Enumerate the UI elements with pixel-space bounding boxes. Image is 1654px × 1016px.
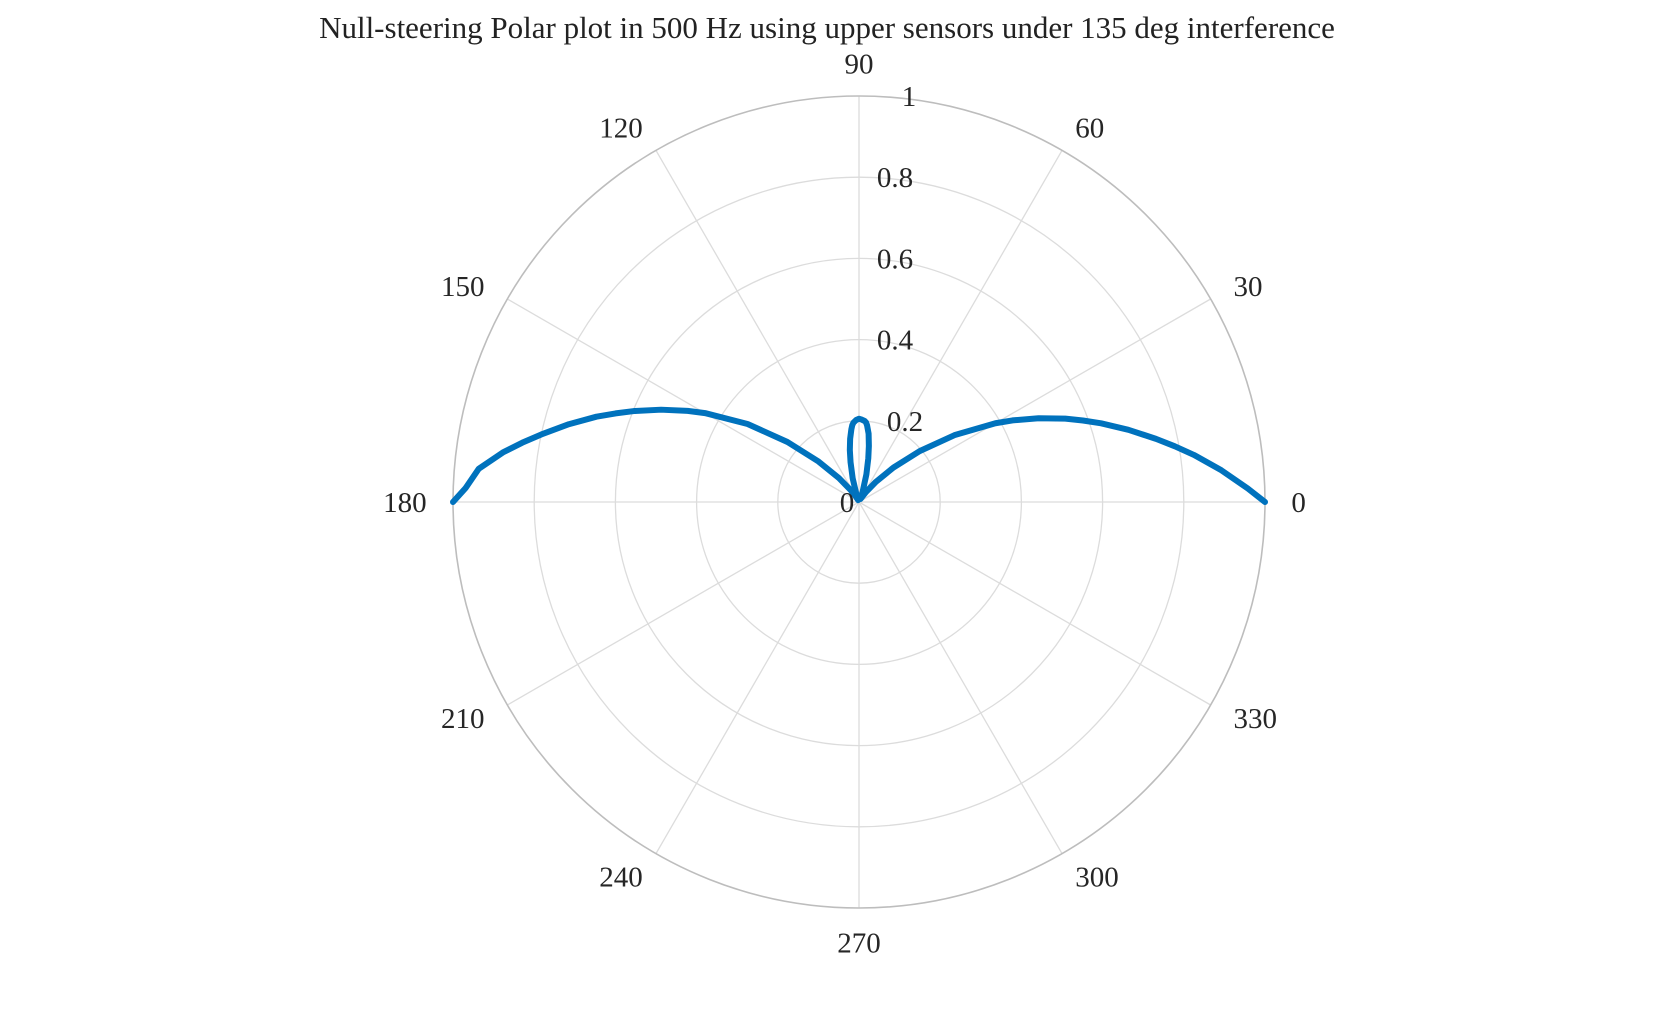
angle-label-240: 240 [599, 862, 643, 894]
series-line-0 [450, 406, 1268, 505]
angle-label-150: 150 [441, 271, 485, 303]
radius-label-5: 1 [902, 81, 917, 113]
angle-label-300: 300 [1075, 862, 1119, 894]
grid-spoke-150 [507, 298, 860, 503]
grid-spoke-120 [655, 150, 860, 503]
grid-spoke-60 [858, 150, 1063, 503]
radius-label-0: 0 [840, 487, 855, 519]
radius-label-1: 0.2 [887, 406, 923, 438]
radius-label-2: 0.4 [877, 325, 914, 357]
angle-label-120: 120 [599, 113, 643, 145]
angle-label-180: 180 [383, 487, 427, 519]
radius-tick-labels: 0 0.2 0.4 0.6 0.8 1 [840, 81, 923, 519]
angle-label-210: 210 [441, 703, 485, 735]
angle-label-0: 0 [1291, 487, 1306, 519]
grid-spoke-240 [655, 501, 860, 854]
grid-spoke-300 [858, 501, 1063, 854]
grid-spoke-330 [858, 501, 1211, 706]
angle-label-330: 330 [1234, 703, 1278, 735]
angle-tick-labels: 0 30 60 90 120 150 180 210 240 270 300 330 [383, 49, 1306, 960]
radius-label-4: 0.8 [877, 162, 913, 194]
grid-spoke-210 [507, 501, 860, 706]
grid-spoke-30 [858, 298, 1211, 503]
radius-label-3: 0.6 [877, 243, 913, 275]
angle-label-90: 90 [845, 49, 874, 81]
chart-title: Null-steering Polar plot in 500 Hz using… [319, 10, 1335, 45]
series-group [450, 406, 1268, 505]
angular-grid-spokes [453, 96, 1265, 908]
angle-label-30: 30 [1234, 271, 1263, 303]
angle-label-270: 270 [837, 927, 881, 959]
angle-label-60: 60 [1075, 113, 1104, 145]
